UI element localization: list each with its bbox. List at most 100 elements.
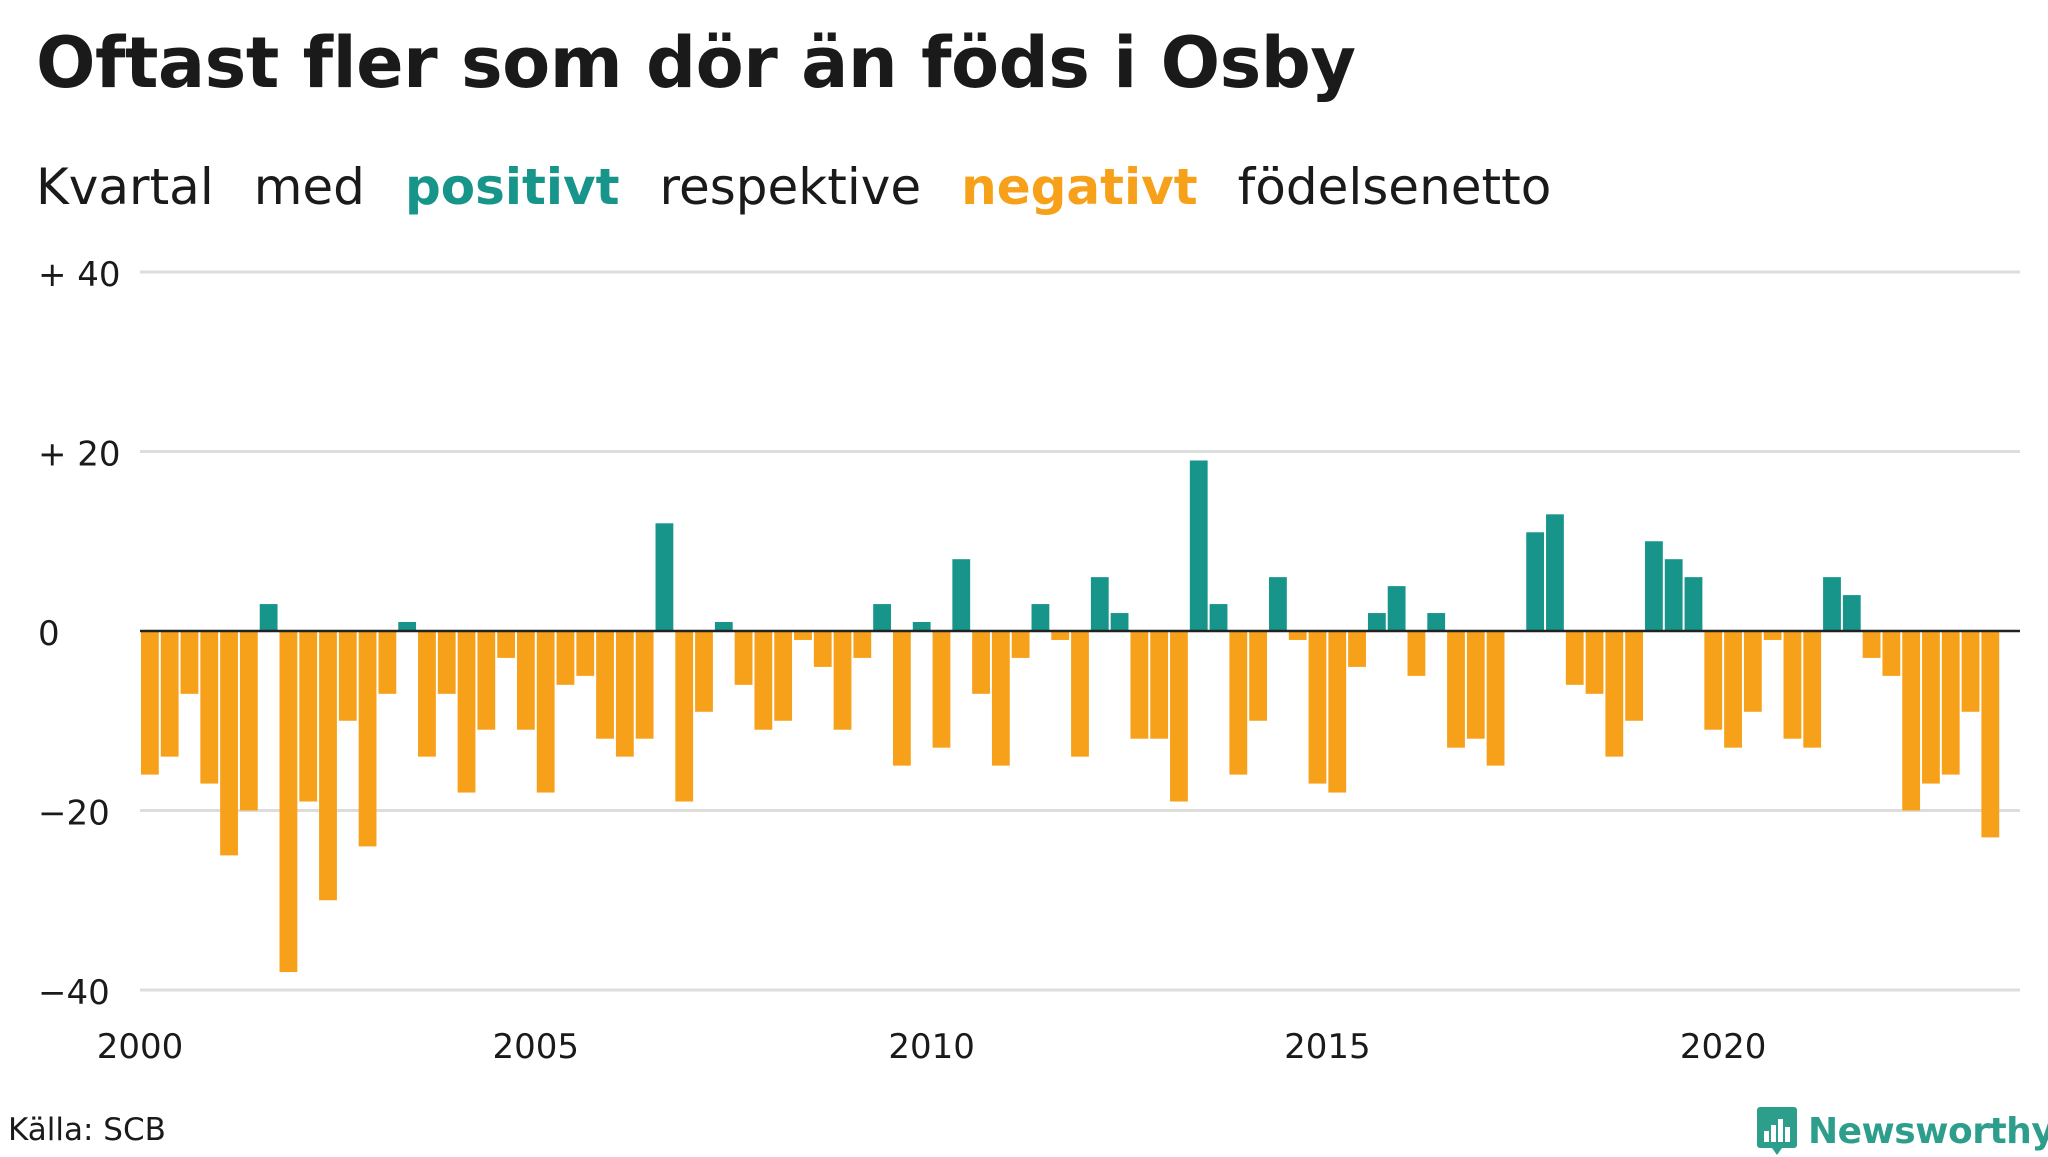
bar [892, 631, 911, 766]
bar [1288, 631, 1307, 640]
bar [398, 622, 417, 631]
bar [1882, 631, 1901, 676]
bar [1862, 631, 1881, 658]
bar [972, 631, 990, 694]
bar [1625, 631, 1644, 721]
legend-positive: positivt [404, 158, 620, 216]
bar [1110, 613, 1129, 631]
bar [1387, 586, 1406, 632]
subtitle-word-fodelsenetto: födelsenetto [1237, 158, 1552, 216]
y-tick-label: −20 [38, 794, 110, 834]
bar [1268, 577, 1287, 631]
bar [1308, 631, 1327, 784]
bar [1209, 604, 1228, 631]
bar [1763, 631, 1782, 640]
bar [140, 631, 159, 775]
bar [1130, 631, 1149, 739]
bar [497, 631, 516, 658]
y-tick-label: −40 [38, 973, 110, 1013]
bar [200, 631, 219, 784]
bar [1664, 559, 1683, 631]
bar [774, 631, 793, 721]
subtitle-word-kvartal: Kvartal [36, 158, 214, 216]
bar [615, 631, 634, 757]
bar [1526, 532, 1545, 631]
bar [932, 631, 951, 748]
bar [714, 622, 733, 631]
bar [358, 631, 377, 847]
bar [675, 631, 694, 802]
bar [1011, 631, 1030, 658]
bar-chart-pin-icon [1757, 1107, 1797, 1155]
source-note: Källa: SCB [8, 1112, 166, 1148]
y-tick-label: 0 [38, 614, 60, 654]
bar [1605, 631, 1624, 757]
y-tick-label: + 20 [38, 435, 121, 475]
bar [338, 631, 357, 721]
chart-subtitle: Kvartal med positivt respektive negativt föde… [36, 158, 1591, 216]
bar [873, 604, 892, 631]
bar [991, 631, 1010, 766]
bar [1051, 631, 1070, 640]
bar [1367, 613, 1386, 631]
bar [279, 631, 298, 973]
bar [576, 631, 595, 676]
bar [1071, 631, 1089, 757]
x-tick-label: 2000 [97, 1027, 184, 1067]
bar [1407, 631, 1426, 676]
x-tick-label: 2010 [888, 1027, 975, 1067]
bar [1644, 541, 1663, 631]
bar [556, 631, 575, 685]
bar [516, 631, 535, 730]
bar [1427, 613, 1446, 631]
bar [418, 631, 436, 757]
bar [1348, 631, 1366, 667]
bar [160, 631, 179, 757]
bar [220, 631, 238, 856]
bar [1704, 631, 1723, 730]
logo-text: Newsworthy [1808, 1110, 2048, 1152]
bar [1981, 631, 2000, 838]
bar [695, 631, 713, 712]
bar [239, 631, 258, 811]
legend-negative: negativt [961, 158, 1198, 216]
bar [1249, 631, 1268, 721]
newsworthy-logo: Newsworthy [1756, 1105, 2048, 1157]
bar [1783, 631, 1802, 739]
bar [1170, 631, 1188, 802]
bar [1585, 631, 1604, 694]
bar [1090, 577, 1109, 631]
bar [1565, 631, 1584, 685]
bar [1486, 631, 1505, 766]
bar [912, 622, 931, 631]
bar [299, 631, 318, 802]
bar [319, 631, 337, 901]
bar [635, 631, 654, 739]
bar [1842, 595, 1861, 631]
bar [1941, 631, 1960, 775]
bar [259, 604, 278, 631]
bar [1724, 631, 1742, 748]
bar [734, 631, 753, 685]
bar [180, 631, 199, 694]
bar [1546, 514, 1564, 631]
bar [853, 631, 872, 658]
x-tick-label: 2005 [493, 1027, 580, 1067]
bar [1447, 631, 1465, 748]
bar [1328, 631, 1347, 793]
bar [1823, 577, 1841, 631]
bar [794, 631, 812, 640]
bar [596, 631, 614, 739]
bar [833, 631, 852, 730]
bar [477, 631, 496, 730]
chart-title: Oftast fler som dör än föds i Osby [36, 22, 1356, 104]
bar [457, 631, 476, 793]
bar [536, 631, 555, 793]
subtitle-word-respektive: respektive [659, 158, 922, 216]
bar [437, 631, 456, 694]
x-tick-label: 2020 [1680, 1027, 1767, 1067]
bar [1150, 631, 1169, 739]
bar [1684, 577, 1703, 631]
bar [1803, 631, 1822, 748]
bar [1743, 631, 1762, 712]
